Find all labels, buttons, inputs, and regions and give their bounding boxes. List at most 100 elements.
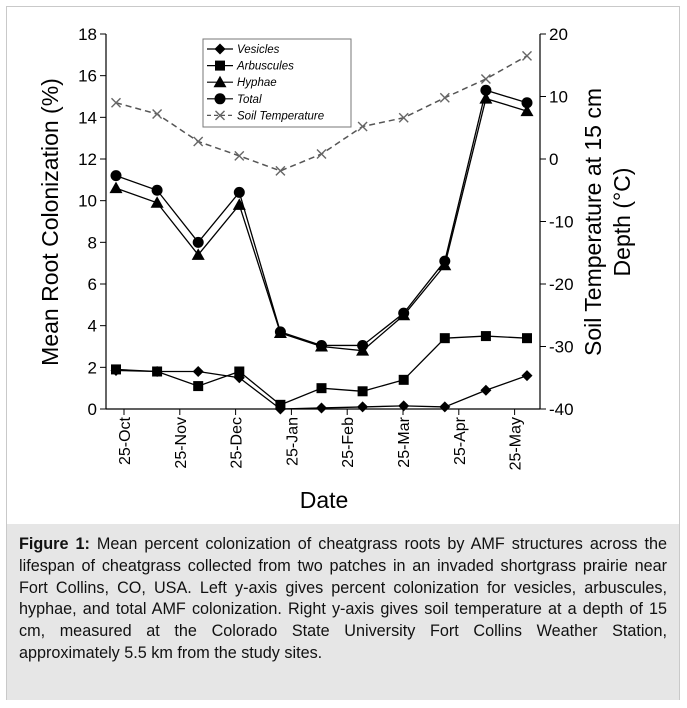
point-soil-temperature <box>234 150 245 161</box>
legend-label: Hyphae <box>237 77 277 89</box>
point-total <box>439 255 451 267</box>
point-total <box>521 97 533 109</box>
y-tick-label: 14 <box>78 108 97 127</box>
legend-item-total: Total <box>207 93 262 106</box>
point-total <box>480 84 492 96</box>
point-soil-temperature <box>357 121 368 132</box>
caption-label: Figure 1: <box>19 535 90 553</box>
y-tick-label: 4 <box>88 317 97 336</box>
point-arbuscules <box>522 333 532 344</box>
y2-tick-label: -40 <box>549 400 574 419</box>
point-total <box>357 339 369 351</box>
x-tick-label: 25-Feb <box>340 417 357 468</box>
chart-legend: Vesicles Arbuscules Hyphae Total Soil Temper… <box>202 38 352 128</box>
legend-label: Total <box>237 94 262 106</box>
line-chart: 0 2 4 6 8 10 12 14 16 18 -40 -30 -20 -10 0 10 20 25-Oct 25… <box>37 25 635 513</box>
point-hyphae <box>520 104 534 117</box>
legend-box <box>202 38 352 128</box>
chart-axes: 0 2 4 6 8 10 12 14 16 18 -40 -30 -20 -10 0 10 20 25-Oct 25… <box>78 25 574 470</box>
series-line-hyphae <box>115 97 528 352</box>
y2-axis-label-line1: Soil Temperature at 15 cm <box>580 88 606 356</box>
point-soil-temperature <box>275 165 286 176</box>
point-vesicles <box>480 384 492 396</box>
point-arbuscules <box>439 333 450 344</box>
point-arbuscules <box>152 366 163 377</box>
legend-label: Arbuscules <box>236 61 294 73</box>
chart-series <box>109 50 534 415</box>
y-tick-label: 0 <box>88 400 97 419</box>
point-vesicles <box>357 401 369 413</box>
point-arbuscules <box>398 374 409 385</box>
y2-tick-label: -30 <box>549 338 574 357</box>
legend-item-soil-temperature: Soil Temperature <box>207 110 324 122</box>
y2-tick-label: 20 <box>549 25 568 44</box>
point-soil-temperature <box>398 112 409 123</box>
y2-tick-label: 0 <box>549 150 558 169</box>
point-total <box>233 186 245 198</box>
point-total <box>274 326 286 338</box>
point-arbuscules <box>480 331 491 342</box>
legend-swatch-marker <box>213 75 227 88</box>
x-tick-label: 25-Apr <box>452 416 469 465</box>
point-arbuscules <box>193 381 204 392</box>
y-tick-label: 2 <box>88 358 97 377</box>
point-total <box>316 339 327 351</box>
x-tick-label: 25-Jan <box>284 417 301 466</box>
point-soil-temperature <box>480 74 491 84</box>
series-hyphae <box>109 92 534 356</box>
point-arbuscules <box>316 383 327 394</box>
y2-axis-label-line2: Depth (°C) <box>609 168 635 277</box>
series-arbuscules <box>111 331 532 410</box>
series-total <box>110 84 533 351</box>
series-line-total <box>115 89 528 347</box>
point-vesicles <box>521 370 533 382</box>
x-tick-label: 25-Nov <box>173 417 190 469</box>
legend-swatch-marker <box>215 60 225 71</box>
y-tick-label: 12 <box>78 150 97 169</box>
point-arbuscules <box>275 399 286 410</box>
x-tick-label: 25-Oct <box>117 416 134 465</box>
legend-label: Vesicles <box>237 44 280 56</box>
y-tick-label: 18 <box>78 25 97 44</box>
y-tick-label: 16 <box>78 67 97 86</box>
point-total <box>398 307 410 319</box>
figure-caption: Figure 1: Mean percent colonization of c… <box>7 524 679 700</box>
legend-item-hyphae: Hyphae <box>207 75 277 89</box>
legend-swatch-marker <box>214 93 226 105</box>
point-soil-temperature <box>111 97 121 108</box>
point-arbuscules <box>357 386 368 397</box>
point-total <box>192 236 204 248</box>
point-soil-temperature <box>152 109 163 119</box>
y2-tick-label: -10 <box>549 213 574 232</box>
legend-item-vesicles: Vesicles <box>207 43 280 56</box>
point-soil-temperature <box>522 50 532 61</box>
x-tick-label: 25-Dec <box>229 417 246 469</box>
point-arbuscules <box>234 366 245 377</box>
point-hyphae <box>109 181 123 194</box>
point-hyphae <box>150 196 164 208</box>
point-soil-temperature <box>316 149 327 159</box>
point-hyphae <box>232 198 246 210</box>
point-vesicles <box>398 400 410 412</box>
legend-label: Soil Temperature <box>237 110 324 122</box>
y-tick-label: 6 <box>88 275 97 294</box>
point-vesicles <box>439 401 451 413</box>
point-total <box>110 170 122 182</box>
x-axis-label: Date <box>300 487 349 513</box>
x-tick-label: 25-Mar <box>396 416 413 467</box>
series-soil-temperature <box>111 50 532 176</box>
legend-swatch-marker <box>214 43 226 55</box>
caption-text: Mean percent colonization of cheatgrass … <box>19 535 668 662</box>
point-total <box>151 184 163 196</box>
point-hyphae <box>191 248 205 260</box>
legend-swatch-marker <box>215 110 225 121</box>
point-soil-temperature <box>439 92 450 103</box>
y-tick-label: 10 <box>78 192 97 211</box>
x-tick-label: 25-May <box>508 417 525 470</box>
point-soil-temperature <box>193 136 204 147</box>
point-arbuscules <box>111 364 121 375</box>
point-hyphae <box>479 92 493 104</box>
legend-item-arbuscules: Arbuscules <box>207 60 294 73</box>
y-axis-label: Mean Root Colonization (%) <box>37 78 63 366</box>
point-vesicles <box>316 402 327 414</box>
